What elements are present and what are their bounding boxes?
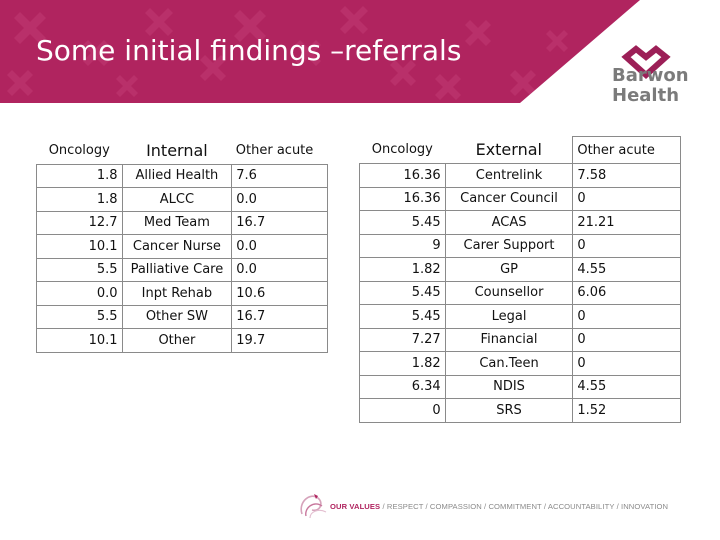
cell-oncology: 10.1 [36, 234, 123, 259]
cell-service: Financial [444, 327, 574, 352]
cell-oncology: 6.34 [359, 374, 446, 399]
cell-other-acute: 7.58 [572, 163, 681, 188]
cell-other-acute: 0 [572, 233, 681, 258]
table-row: 5.45 Legal 0 [359, 304, 681, 329]
cell-oncology: 0.0 [36, 281, 123, 306]
slide-title: Some initial findings –referrals [36, 34, 462, 67]
table-header-row: Oncology External Other acute [359, 136, 681, 164]
header-internal: Internal [122, 137, 232, 165]
cell-oncology: 10.1 [36, 328, 123, 353]
cell-oncology: 5.45 [359, 280, 446, 305]
table-row: 10.1 Cancer Nurse 0.0 [36, 234, 328, 259]
cell-other-acute: 4.55 [572, 257, 681, 282]
values-label: OUR VALUES [330, 502, 381, 511]
cell-service: Inpt Rehab [121, 281, 233, 306]
cell-oncology: 9 [359, 233, 446, 258]
header-external: External [445, 136, 573, 164]
external-referrals-table: Oncology External Other acute 16.36 Centr… [359, 136, 681, 423]
cell-other-acute: 0 [572, 351, 681, 376]
cell-other-acute: 0.0 [231, 187, 328, 212]
table-row: 1.8 Allied Health 7.6 [36, 163, 328, 188]
logo-text-line2: Health [612, 85, 680, 106]
table-row: 5.5 Palliative Care 0.0 [36, 257, 328, 282]
table-row: 5.5 Other SW 16.7 [36, 304, 328, 329]
cell-service: ACAS [444, 210, 574, 235]
slide-header: Some initial findings –referrals [0, 0, 720, 103]
internal-referrals-table: Oncology Internal Other acute 1.8 Allied … [36, 137, 328, 353]
cell-oncology: 12.7 [36, 210, 123, 235]
cell-other-acute: 7.6 [231, 163, 328, 188]
table-row: 5.45 ACAS 21.21 [359, 210, 681, 235]
cell-service: Med Team [121, 210, 233, 235]
table-row: 16.36 Centrelink 7.58 [359, 163, 681, 188]
table-header-row: Oncology Internal Other acute [36, 137, 328, 165]
table-row: 0.0 Inpt Rehab 10.6 [36, 281, 328, 306]
cell-oncology: 16.36 [359, 163, 446, 188]
cell-other-acute: 16.7 [231, 210, 328, 235]
cell-service: Cancer Nurse [121, 234, 233, 259]
cell-service: Allied Health [121, 163, 233, 188]
cell-oncology: 1.8 [36, 163, 123, 188]
cell-other-acute: 1.52 [572, 398, 681, 423]
cell-other-acute: 16.7 [231, 304, 328, 329]
cell-oncology: 1.8 [36, 187, 123, 212]
cell-other-acute: 19.7 [231, 328, 328, 353]
cell-other-acute: 0.0 [231, 257, 328, 282]
cell-other-acute: 4.55 [572, 374, 681, 399]
heart-chevron-logo-icon [621, 45, 671, 80]
cell-oncology: 5.5 [36, 257, 123, 282]
values-list: / RESPECT / COMPASSION / COMMITMENT / AC… [380, 502, 669, 511]
header-oncology: Oncology [36, 137, 123, 165]
table-row: 10.1 Other 19.7 [36, 328, 328, 353]
header-other-acute: Other acute [572, 136, 681, 164]
values-text: OUR VALUES / RESPECT / COMPASSION / COMM… [330, 502, 668, 511]
table-row: 9 Carer Support 0 [359, 233, 681, 258]
table-row: 12.7 Med Team 16.7 [36, 210, 328, 235]
cell-service: Can.Teen [444, 351, 574, 376]
cell-service: NDIS [444, 374, 574, 399]
table-row: 0 SRS 1.52 [359, 398, 681, 423]
cell-service: GP [444, 257, 574, 282]
cell-other-acute: 10.6 [231, 281, 328, 306]
cell-other-acute: 21.21 [572, 210, 681, 235]
cell-oncology: 5.45 [359, 304, 446, 329]
cell-service: SRS [444, 398, 574, 423]
cell-service: Other [121, 328, 233, 353]
cell-other-acute: 0 [572, 327, 681, 352]
cell-other-acute: 0.0 [231, 234, 328, 259]
cell-service: ALCC [121, 187, 233, 212]
cell-oncology: 0 [359, 398, 446, 423]
table-row: 1.82 GP 4.55 [359, 257, 681, 282]
header-oncology: Oncology [359, 136, 446, 164]
cell-service: Palliative Care [121, 257, 233, 282]
table-row: 7.27 Financial 0 [359, 327, 681, 352]
cell-other-acute: 0 [572, 304, 681, 329]
cell-other-acute: 0 [572, 186, 681, 211]
cell-service: Other SW [121, 304, 233, 329]
table-row: 5.45 Counsellor 6.06 [359, 280, 681, 305]
header-banner [0, 0, 720, 103]
cell-oncology: 16.36 [359, 186, 446, 211]
table-row: 6.34 NDIS 4.55 [359, 374, 681, 399]
values-swirl-icon [300, 494, 327, 519]
cell-oncology: 5.5 [36, 304, 123, 329]
cell-other-acute: 6.06 [572, 280, 681, 305]
cell-oncology: 1.82 [359, 351, 446, 376]
table-row: 1.82 Can.Teen 0 [359, 351, 681, 376]
cell-oncology: 5.45 [359, 210, 446, 235]
cell-service: Centrelink [444, 163, 574, 188]
header-other-acute: Other acute [231, 137, 328, 165]
cell-service: Counsellor [444, 280, 574, 305]
cell-service: Legal [444, 304, 574, 329]
cell-oncology: 1.82 [359, 257, 446, 282]
table-row: 16.36 Cancer Council 0 [359, 186, 681, 211]
logo-text-line1: Barwon [612, 65, 689, 86]
cell-service: Carer Support [444, 233, 574, 258]
cell-service: Cancer Council [444, 186, 574, 211]
table-row: 1.8 ALCC 0.0 [36, 187, 328, 212]
cell-oncology: 7.27 [359, 327, 446, 352]
